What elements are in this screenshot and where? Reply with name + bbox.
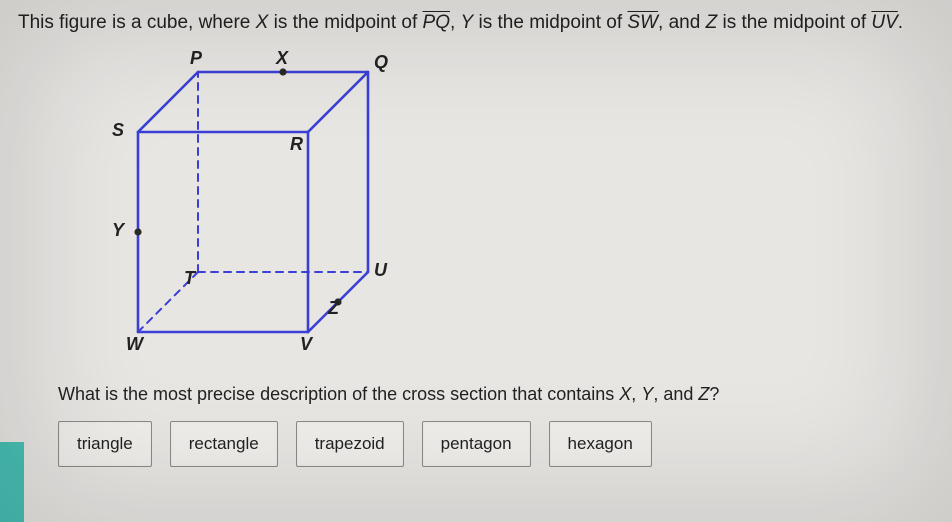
answer-trapezoid[interactable]: trapezoid	[296, 421, 404, 467]
question-x: X	[619, 384, 631, 404]
prompt-text: This figure is a cube, where	[18, 12, 256, 33]
cube-svg	[78, 42, 498, 372]
vertex-label-w: W	[126, 334, 143, 355]
midpoint-label-z: Z	[328, 298, 339, 319]
prompt-y: Y	[461, 12, 474, 33]
question-text: What is the most precise description of …	[58, 384, 934, 405]
answer-hexagon[interactable]: hexagon	[549, 421, 652, 467]
prompt-text: .	[898, 12, 903, 33]
prompt-text: is the midpoint of	[268, 12, 422, 33]
answer-row: triangle rectangle trapezoid pentagon he…	[58, 421, 934, 467]
question-part: ?	[709, 384, 719, 404]
question-z: Z	[698, 384, 709, 404]
answer-pentagon[interactable]: pentagon	[422, 421, 531, 467]
question-part: , and	[653, 384, 698, 404]
prompt-z: Z	[706, 12, 718, 33]
prompt-text: ,	[450, 12, 461, 33]
midpoint-label-x: X	[276, 48, 288, 69]
vertex-label-r: R	[290, 134, 303, 155]
question-part: What is the most precise description of …	[58, 384, 619, 404]
prompt-text: is the midpoint of	[717, 12, 871, 33]
question-part: ,	[631, 384, 641, 404]
midpoint-label-y: Y	[112, 220, 124, 241]
vertex-label-p: P	[190, 48, 202, 69]
prompt-text: is the midpoint of	[473, 12, 627, 33]
vertex-label-s: S	[112, 120, 124, 141]
question-y: Y	[641, 384, 653, 404]
vertex-label-q: Q	[374, 52, 388, 73]
segment-pq: PQ	[423, 12, 450, 33]
answer-triangle[interactable]: triangle	[58, 421, 152, 467]
problem-prompt: This figure is a cube, where X is the mi…	[18, 10, 934, 36]
vertex-label-t: T	[184, 268, 195, 289]
vertex-label-v: V	[300, 334, 312, 355]
cube-figure: P X Q S R Y T U Z W V	[78, 42, 498, 372]
segment-uv: UV	[871, 12, 897, 33]
prompt-x: X	[256, 12, 269, 33]
vertex-label-u: U	[374, 260, 387, 281]
prompt-text: , and	[658, 12, 706, 33]
decorative-strip	[0, 442, 24, 522]
segment-sw: SW	[627, 12, 658, 33]
answer-rectangle[interactable]: rectangle	[170, 421, 278, 467]
